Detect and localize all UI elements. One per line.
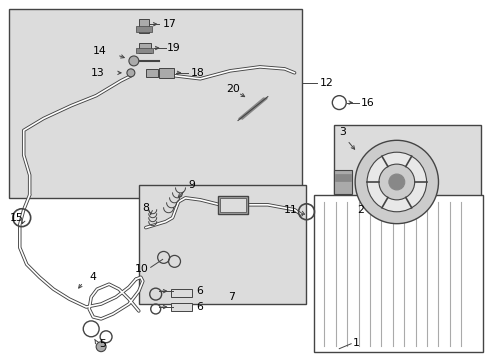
Bar [218,196,247,214]
Bar [158,68,173,78]
Text: 8: 8 [142,203,148,213]
Text: 6: 6 [196,302,203,312]
Text: 15: 15 [10,213,23,223]
Text: 17: 17 [163,19,176,29]
Circle shape [378,164,414,200]
Bar [334,170,351,194]
Circle shape [354,140,438,224]
Bar [220,198,245,212]
Bar [314,195,482,352]
Text: 6: 6 [196,286,203,296]
Text: 1: 1 [352,338,359,348]
Bar [335,174,350,181]
Bar [145,69,157,77]
Bar [139,185,305,304]
Circle shape [96,342,106,352]
Text: 5: 5 [99,339,106,349]
Bar [170,289,192,297]
Text: 20: 20 [225,84,240,94]
Bar [9,9,301,198]
Text: 13: 13 [90,68,104,78]
Text: 7: 7 [228,292,235,302]
Bar [136,26,151,32]
Circle shape [388,174,404,190]
Bar [136,48,152,53]
Text: 4: 4 [89,272,96,282]
Bar [170,303,192,311]
Text: 16: 16 [360,98,374,108]
Text: 18: 18 [190,68,204,78]
Text: 2: 2 [356,205,363,215]
Bar [139,43,150,53]
Circle shape [366,152,426,212]
Text: 9: 9 [188,180,195,190]
Text: 10: 10 [135,264,148,274]
Bar [139,19,148,33]
Text: 3: 3 [339,127,346,138]
Circle shape [129,56,139,66]
Circle shape [127,69,135,77]
Text: 19: 19 [166,43,180,53]
Text: 14: 14 [92,46,106,56]
Bar [334,125,480,243]
Text: 12: 12 [319,78,332,88]
Text: 11: 11 [283,205,297,215]
